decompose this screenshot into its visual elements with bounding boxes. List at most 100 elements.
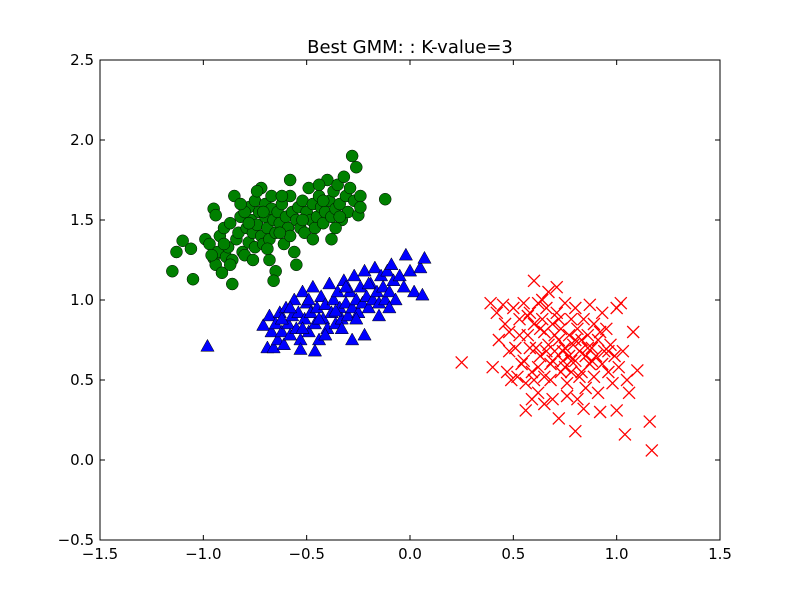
data-point (573, 370, 586, 384)
data-point (246, 253, 260, 267)
data-point (513, 328, 526, 342)
data-point (273, 226, 287, 240)
data-point (276, 337, 292, 350)
data-point (328, 303, 343, 317)
data-point (537, 370, 551, 384)
data-point (367, 260, 382, 274)
data-point (293, 342, 308, 355)
data-point (378, 192, 392, 206)
data-point (544, 373, 557, 387)
data-point (270, 332, 285, 346)
data-point (338, 279, 354, 293)
data-point (562, 328, 576, 342)
data-point (274, 311, 289, 325)
data-point (326, 292, 341, 306)
data-point (622, 386, 636, 400)
data-point (263, 253, 276, 267)
data-point (261, 242, 274, 256)
data-point (568, 424, 582, 438)
data-point (275, 189, 289, 203)
data-point (357, 263, 372, 277)
data-point (492, 333, 506, 347)
points-layer (166, 149, 659, 457)
data-point (593, 405, 607, 419)
y-axis: −0.5 0.0 0.5 1.0 1.5 2.0 2.5 (58, 51, 720, 549)
series-2-x-points (455, 274, 659, 457)
data-point (314, 289, 329, 302)
data-point (544, 357, 557, 371)
data-point (361, 276, 376, 290)
data-point (587, 370, 601, 384)
data-point (546, 392, 560, 406)
data-point (577, 402, 591, 416)
data-point (581, 328, 595, 342)
series-1-triangle-points (200, 247, 432, 357)
data-point (591, 386, 605, 400)
data-point (333, 210, 346, 224)
data-point (585, 341, 599, 355)
data-point (630, 363, 644, 377)
data-point (560, 376, 574, 390)
data-point (552, 312, 566, 326)
y-tick-label: 1.0 (70, 291, 94, 309)
data-point (398, 247, 413, 261)
data-point (262, 308, 277, 322)
data-point (558, 360, 572, 374)
data-point (343, 181, 357, 195)
data-point (500, 365, 514, 379)
data-point (519, 376, 533, 390)
data-point (523, 306, 537, 320)
data-point (539, 344, 553, 358)
data-point (573, 344, 586, 358)
data-point (591, 333, 605, 347)
data-point (334, 321, 349, 334)
data-point (322, 276, 337, 290)
data-point (417, 250, 432, 264)
data-point (337, 170, 351, 184)
data-point (535, 293, 549, 307)
data-point (184, 242, 198, 256)
data-point (257, 205, 270, 219)
data-point (626, 325, 640, 339)
data-point (552, 411, 566, 425)
x-tick-label: −1.5 (82, 545, 118, 563)
data-point (521, 309, 535, 323)
data-point (610, 403, 624, 417)
data-point (560, 389, 574, 403)
data-point (354, 189, 367, 203)
data-point (490, 306, 504, 320)
data-point (384, 257, 399, 270)
data-point (166, 264, 179, 278)
data-point (618, 427, 632, 441)
data-point (402, 263, 418, 277)
data-point (606, 376, 619, 390)
data-point (382, 284, 397, 298)
data-point (329, 221, 342, 235)
data-point (498, 317, 512, 331)
data-point (562, 349, 576, 363)
data-point (523, 341, 537, 355)
y-tick-label: 2.5 (70, 51, 94, 69)
y-tick-label: −0.5 (58, 531, 94, 549)
data-point (305, 279, 320, 293)
data-point (527, 274, 541, 288)
data-point (345, 149, 359, 163)
data-point (223, 216, 237, 230)
data-point (583, 357, 597, 371)
data-point (350, 160, 363, 174)
data-point (577, 312, 591, 326)
data-point (595, 357, 609, 371)
data-point (256, 318, 271, 331)
data-point (537, 397, 551, 411)
data-point (564, 312, 578, 326)
data-point (529, 341, 543, 355)
data-point (533, 322, 547, 336)
data-point (595, 306, 609, 320)
data-point (306, 232, 320, 246)
data-point (568, 354, 582, 368)
data-point (558, 341, 572, 355)
x-tick-label: 0.0 (398, 545, 422, 563)
data-point (564, 365, 578, 379)
data-point (347, 268, 362, 282)
